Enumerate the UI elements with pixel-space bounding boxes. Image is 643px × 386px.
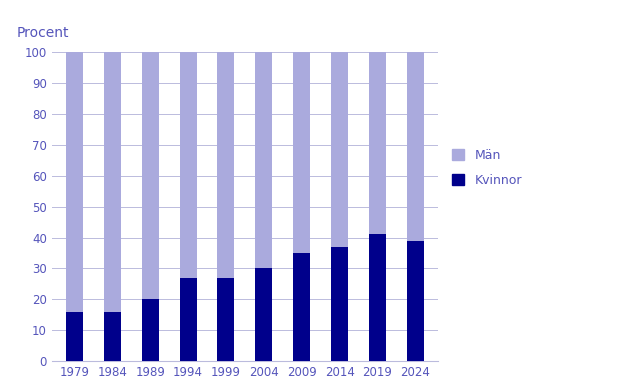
Bar [104, 52, 121, 312]
Bar [179, 278, 197, 361]
Bar [66, 52, 83, 312]
Bar [255, 269, 273, 361]
Bar [255, 52, 273, 269]
Bar [369, 52, 386, 234]
Bar [369, 234, 386, 361]
Bar [407, 240, 424, 361]
Bar [293, 52, 310, 253]
Bar [141, 300, 159, 361]
Bar [217, 278, 235, 361]
Bar [217, 52, 235, 278]
Legend: Män, Kvinnor: Män, Kvinnor [448, 145, 525, 191]
Bar [141, 52, 159, 300]
Bar [331, 247, 348, 361]
Bar [66, 312, 83, 361]
Bar [293, 253, 310, 361]
Bar [104, 312, 121, 361]
Bar [179, 52, 197, 278]
Bar [407, 52, 424, 240]
Bar [331, 52, 348, 247]
Text: Procent: Procent [17, 26, 69, 40]
